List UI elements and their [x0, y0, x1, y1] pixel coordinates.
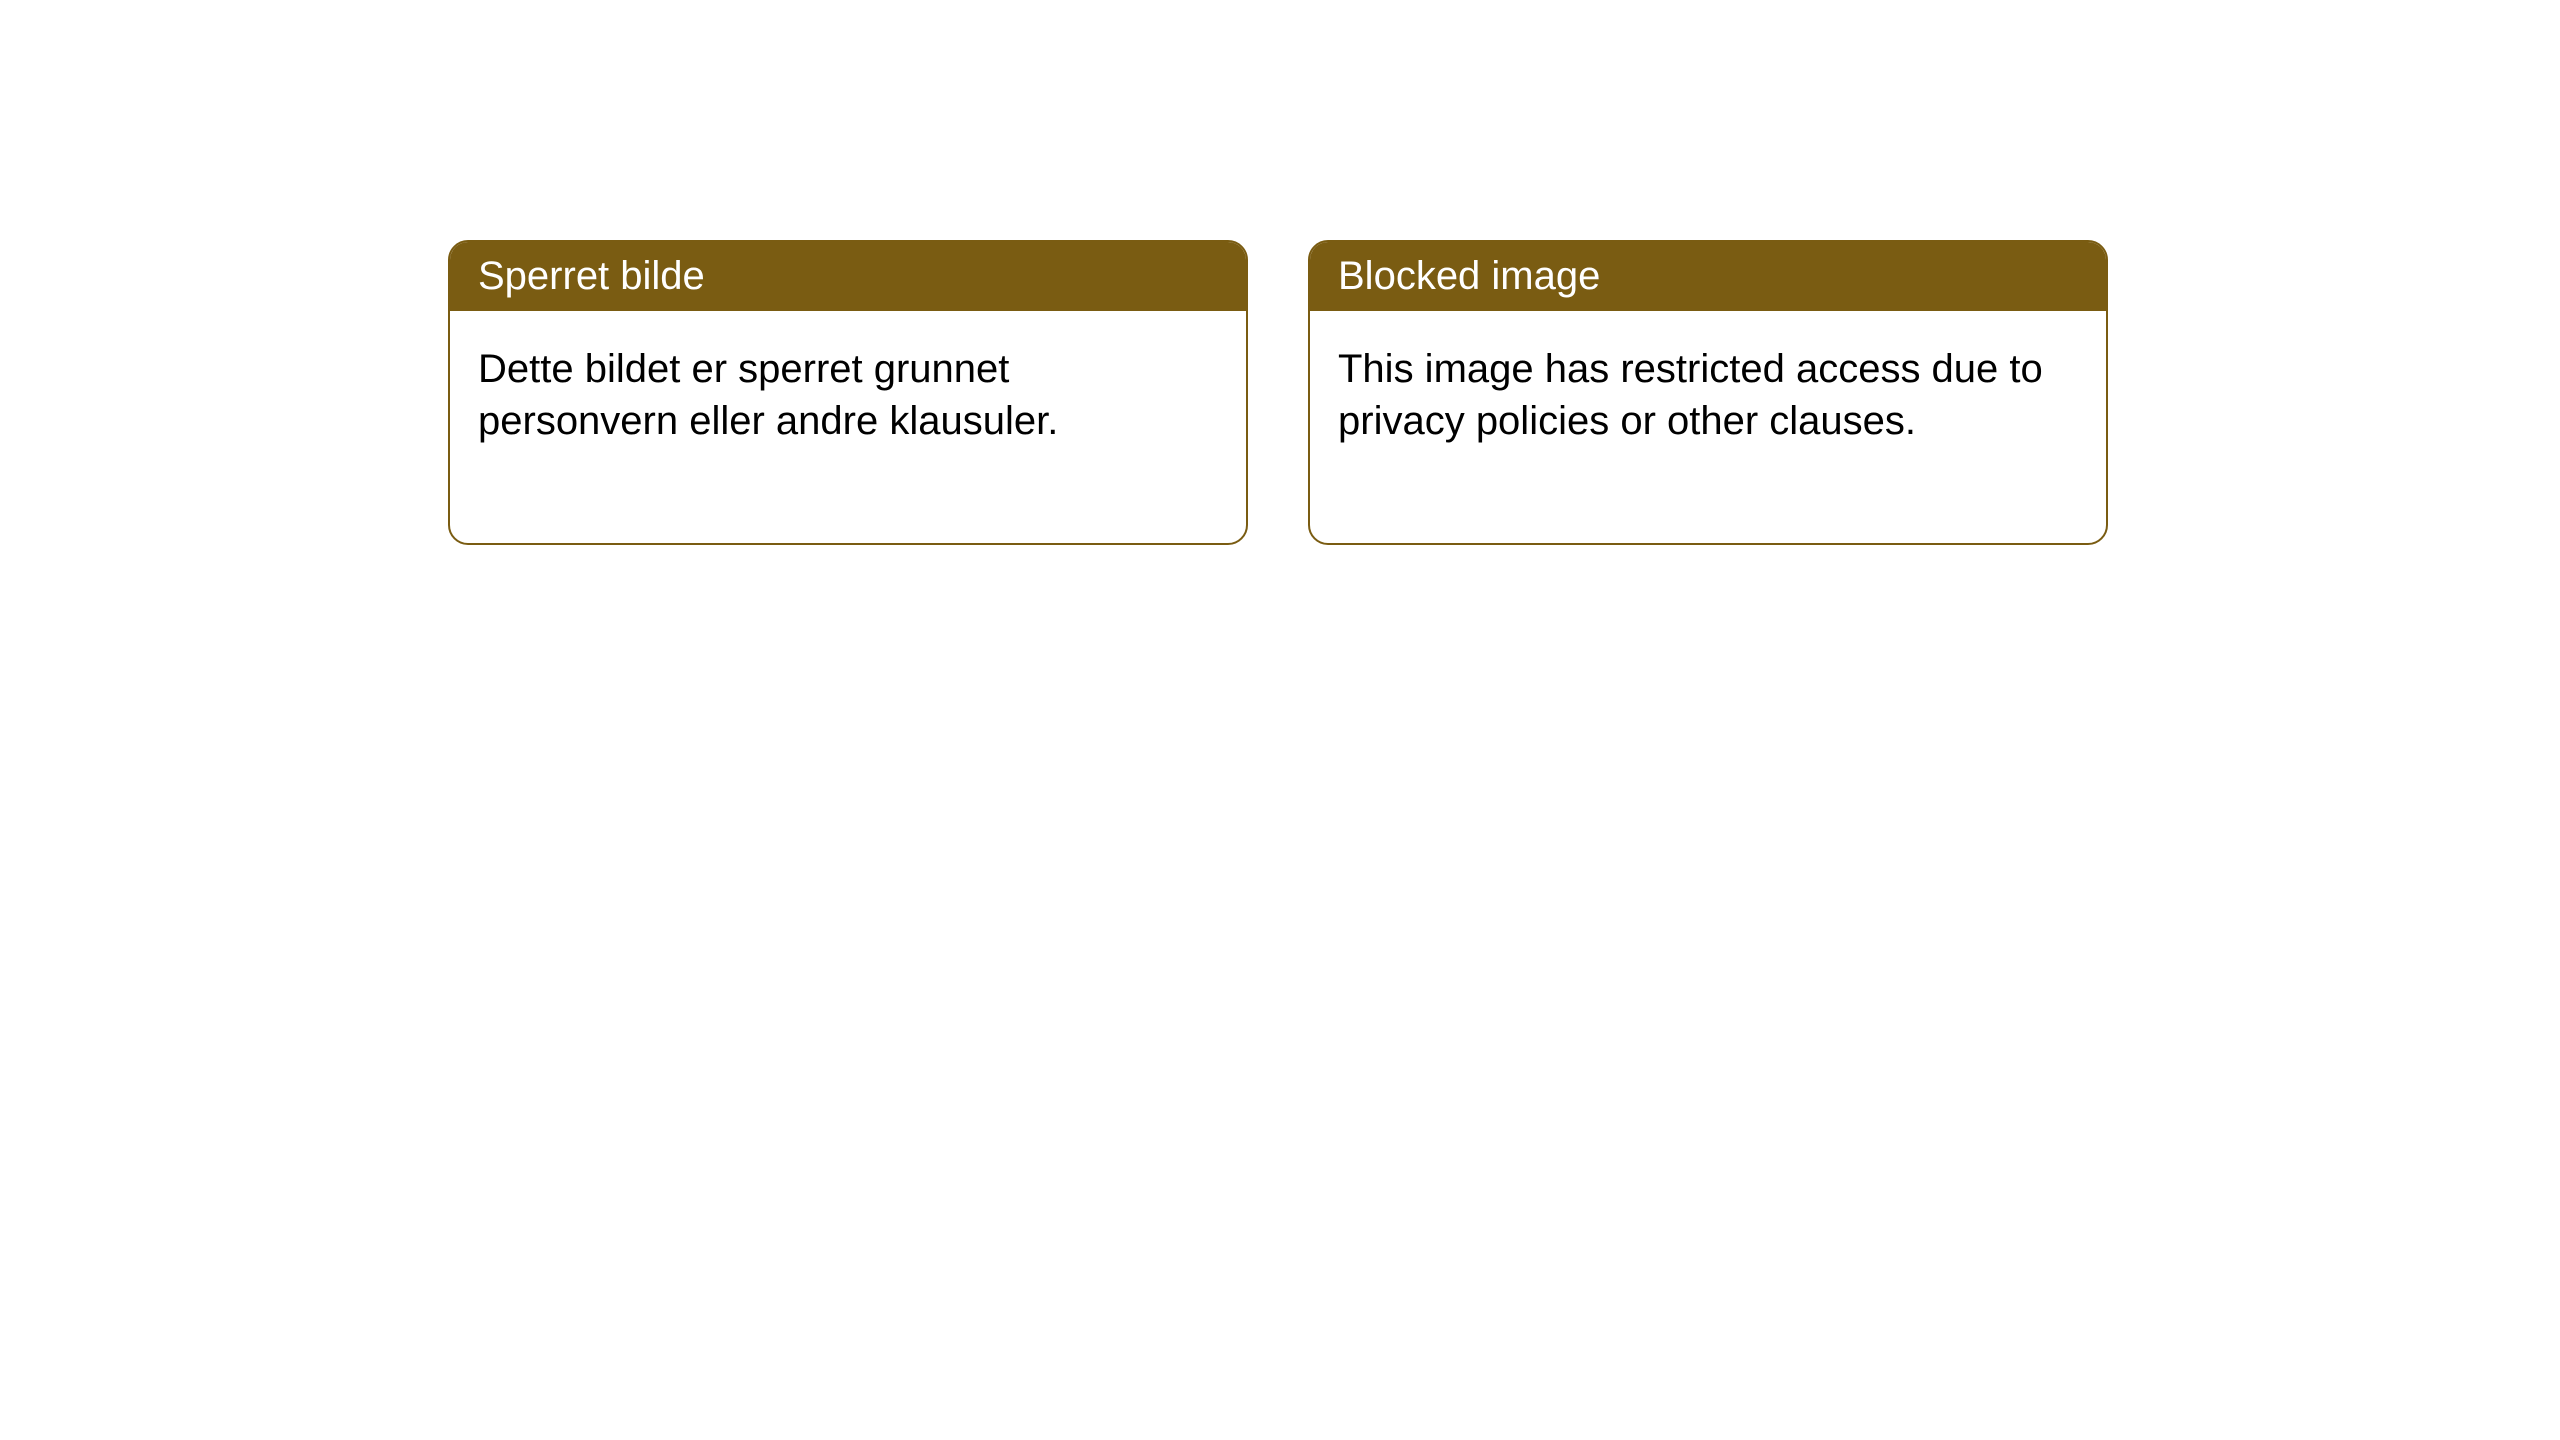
card-header-english: Blocked image	[1310, 242, 2106, 311]
card-title: Sperret bilde	[478, 254, 705, 298]
card-body-norwegian: Dette bildet er sperret grunnet personve…	[450, 311, 1246, 543]
card-title: Blocked image	[1338, 254, 1600, 298]
card-body-english: This image has restricted access due to …	[1310, 311, 2106, 543]
cards-container: Sperret bilde Dette bildet er sperret gr…	[448, 240, 2112, 545]
card-english: Blocked image This image has restricted …	[1308, 240, 2108, 545]
card-norwegian: Sperret bilde Dette bildet er sperret gr…	[448, 240, 1248, 545]
card-body-text: This image has restricted access due to …	[1338, 347, 2043, 443]
card-header-norwegian: Sperret bilde	[450, 242, 1246, 311]
card-body-text: Dette bildet er sperret grunnet personve…	[478, 347, 1058, 443]
